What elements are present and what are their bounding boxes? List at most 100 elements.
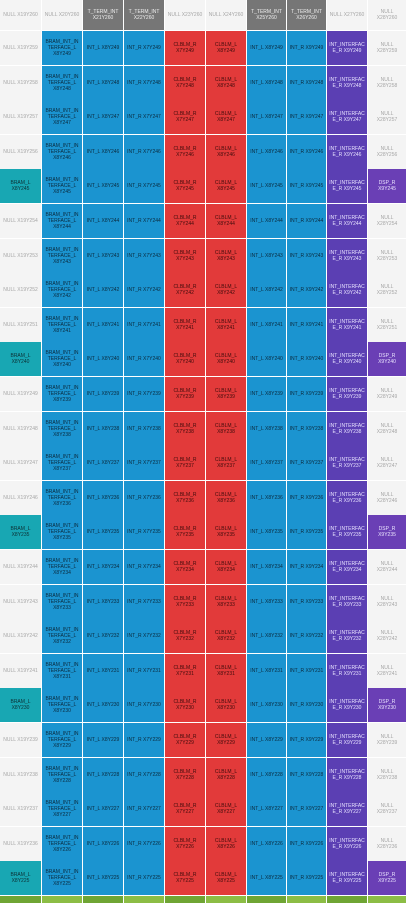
- tile-int-interface-r[interactable]: INT_INTERFACE_R X9Y247: [327, 100, 367, 134]
- tile-int-r[interactable]: INT_R X9Y231: [287, 654, 326, 688]
- tile-clblm-l[interactable]: CLBLM_L X8Y232: [206, 619, 246, 653]
- tile-int-interface-r[interactable]: INT_INTERFACE_R X9Y231: [327, 654, 367, 688]
- tile-int-l[interactable]: INT_L X8Y247: [83, 100, 123, 134]
- tile-bram-int-interface[interactable]: BRAM_INT_INTERFACE_L X8Y240: [42, 342, 82, 376]
- tile-clblm-r[interactable]: CLBLM_R X7Y248: [165, 66, 205, 100]
- tile-bram-int-interface[interactable]: BRAM_INT_INTERFACE_L X8Y235: [42, 515, 82, 549]
- tile-header-1[interactable]: NULL X20Y260: [42, 0, 82, 30]
- tile-int-r[interactable]: INT_R X9Y227: [287, 792, 326, 826]
- tile-clblm-r[interactable]: CLBLM_R X7Y226: [165, 827, 205, 861]
- tile-int-interface-r[interactable]: INT_INTERFACE_R X9Y242: [327, 273, 367, 307]
- tile-int-r[interactable]: INT_R X9Y241: [287, 308, 326, 342]
- tile-int-interface-r[interactable]: INT_INTERFACE_R X9Y248: [327, 66, 367, 100]
- tile-int-r[interactable]: INT_R X7Y226: [124, 827, 164, 861]
- tile-int-r[interactable]: INT_R X7Y234: [124, 550, 164, 584]
- tile-clblm-r[interactable]: CLBLM_R X7Y243: [165, 239, 205, 273]
- tile-int-l[interactable]: INT_L X8Y242: [247, 273, 286, 307]
- tile-int-interface-r[interactable]: INT_INTERFACE_R X9Y244: [327, 204, 367, 238]
- tile-int-l[interactable]: INT_L X8Y226: [83, 827, 123, 861]
- tile-int-interface-r[interactable]: INT_INTERFACE_R X9Y239: [327, 377, 367, 411]
- tile-int-l[interactable]: INT_L X8Y236: [83, 481, 123, 515]
- tile-bram-int-interface[interactable]: BRAM_INT_INTERFACE_L X8Y227: [42, 792, 82, 826]
- tile-int-r[interactable]: INT_R X7Y249: [124, 31, 164, 65]
- tile-bram-int-interface[interactable]: BRAM_INT_INTERFACE_L X8Y241: [42, 308, 82, 342]
- tile-int-l[interactable]: INT_L X8Y233: [83, 585, 123, 619]
- tile-int-r[interactable]: INT_R X7Y248: [124, 66, 164, 100]
- tile-int-r[interactable]: INT_R X7Y225: [124, 861, 164, 895]
- tile-int-interface-r[interactable]: INT_INTERFACE_R X9Y235: [327, 515, 367, 549]
- tile-int-r[interactable]: INT_R X9Y248: [287, 66, 326, 100]
- tile-clblm-r[interactable]: CLBLM_R X7Y234: [165, 550, 205, 584]
- tile-null-right[interactable]: NULL X28Y256: [368, 135, 406, 169]
- tile-bram-int-interface[interactable]: BRAM_INT_INTERFACE_L X8Y225: [42, 861, 82, 895]
- tile-int-r[interactable]: INT_R X7Y229: [124, 723, 164, 757]
- tile-int-l[interactable]: INT_L X8Y238: [247, 412, 286, 446]
- tile-bram-int-interface[interactable]: BRAM_INT_INTERFACE_L X8Y239: [42, 377, 82, 411]
- tile-null-right[interactable]: NULL X28Y257: [368, 100, 406, 134]
- tile-clblm-l[interactable]: CLBLM_L X8Y228: [206, 758, 246, 792]
- tile-bram-int-interface[interactable]: BRAM_INT_INTERFACE_L X8Y234: [42, 550, 82, 584]
- tile-clblm-r[interactable]: CLBLM_R X7Y232: [165, 619, 205, 653]
- tile-null-left[interactable]: NULL X19Y249: [0, 377, 41, 411]
- tile-null-left[interactable]: NULL X19Y256: [0, 135, 41, 169]
- tile-int-l[interactable]: INT_L X8Y241: [83, 308, 123, 342]
- tile-null-right[interactable]: NULL X28Y258: [368, 66, 406, 100]
- tile-int-r[interactable]: INT_R X9Y226: [287, 827, 326, 861]
- tile-int-l[interactable]: INT_L X8Y225: [83, 861, 123, 895]
- tile-int-r[interactable]: INT_R X7Y233: [124, 585, 164, 619]
- tile-int-r[interactable]: INT_R X9Y249: [287, 31, 326, 65]
- tile-null-left[interactable]: NULL X19Y236: [0, 827, 41, 861]
- tile-clblm-r[interactable]: CLBLM_R X7Y246: [165, 135, 205, 169]
- tile-clblm-r[interactable]: CLBLM_R X7Y230: [165, 688, 205, 722]
- tile-bram-int-interface[interactable]: BRAM_INT_INTERFACE_L X8Y229: [42, 723, 82, 757]
- tile-int-l[interactable]: INT_L X8Y232: [247, 619, 286, 653]
- tile-int-interface-r[interactable]: INT_INTERFACE_R X9Y236: [327, 481, 367, 515]
- tile-header-8[interactable]: NULL X27Y260: [327, 0, 367, 30]
- tile-int-l[interactable]: INT_L X8Y248: [247, 66, 286, 100]
- tile-null-right[interactable]: NULL X28Y251: [368, 308, 406, 342]
- tile-null-left[interactable]: NULL X19Y239: [0, 723, 41, 757]
- tile-int-l[interactable]: INT_L X8Y237: [83, 446, 123, 480]
- tile-null-left[interactable]: NULL X19Y247: [0, 446, 41, 480]
- tile-header-9[interactable]: NULL X28Y260: [368, 0, 406, 30]
- tile-int-l[interactable]: INT_L X8Y230: [83, 688, 123, 722]
- tile-null-right[interactable]: NULL X28Y259: [368, 31, 406, 65]
- tile-int-l[interactable]: INT_L X8Y244: [247, 204, 286, 238]
- tile-int-l[interactable]: INT_L X8Y229: [247, 723, 286, 757]
- tile-int-r[interactable]: INT_R X9Y225: [287, 861, 326, 895]
- tile-int-r[interactable]: INT_R X7Y232: [124, 619, 164, 653]
- tile-int-r[interactable]: INT_R X7Y241: [124, 308, 164, 342]
- tile-null-left[interactable]: NULL X19Y253: [0, 239, 41, 273]
- tile-int-l[interactable]: INT_L X8Y237: [247, 446, 286, 480]
- tile-clblm-l[interactable]: CLBLM_L X8Y229: [206, 723, 246, 757]
- tile-bram-int-interface[interactable]: BRAM_INT_INTERFACE_L X8Y246: [42, 135, 82, 169]
- tile-int-l[interactable]: INT_L X8Y230: [247, 688, 286, 722]
- tile-clblm-l[interactable]: CLBLM_L X8Y237: [206, 446, 246, 480]
- tile-int-interface-r[interactable]: INT_INTERFACE_R X9Y228: [327, 758, 367, 792]
- tile-header-0[interactable]: NULL X19Y260: [0, 0, 41, 30]
- tile-null-right[interactable]: NULL X28Y236: [368, 827, 406, 861]
- tile-int-interface-r[interactable]: INT_INTERFACE_R X9Y230: [327, 688, 367, 722]
- tile-clblm-l[interactable]: CLBLM_L X8Y226: [206, 827, 246, 861]
- tile-int-l[interactable]: INT_L X8Y242: [83, 273, 123, 307]
- tile-int-l[interactable]: INT_L X8Y245: [247, 169, 286, 203]
- tile-header-6[interactable]: T_TERM_INT X25Y260: [247, 0, 286, 30]
- tile-clblm-r[interactable]: CLBLM_R X7Y236: [165, 481, 205, 515]
- tile-int-r[interactable]: INT_R X9Y228: [287, 758, 326, 792]
- tile-null-right[interactable]: NULL X28Y242: [368, 619, 406, 653]
- tile-int-l[interactable]: INT_L X8Y245: [83, 169, 123, 203]
- tile-bram-int-interface[interactable]: BRAM_INT_INTERFACE_L X8Y230: [42, 688, 82, 722]
- tile-null-left[interactable]: NULL X19Y237: [0, 792, 41, 826]
- tile-header-3[interactable]: T_TERM_INT X22Y260: [124, 0, 164, 30]
- tile-bram-int-interface[interactable]: BRAM_INT_INTERFACE_L X8Y231: [42, 654, 82, 688]
- tile-int-r[interactable]: INT_R X7Y236: [124, 481, 164, 515]
- tile-null-left[interactable]: NULL X19Y238: [0, 758, 41, 792]
- tile-null-right[interactable]: NULL X28Y243: [368, 585, 406, 619]
- tile-bram-int-interface[interactable]: BRAM_INT_INTERFACE_L X8Y244: [42, 204, 82, 238]
- tile-int-r[interactable]: INT_R X9Y246: [287, 135, 326, 169]
- tile-int-l[interactable]: INT_L X8Y249: [83, 31, 123, 65]
- tile-null-left[interactable]: NULL X19Y243: [0, 585, 41, 619]
- tile-bram-l[interactable]: BRAM_L X8Y240: [0, 342, 41, 376]
- tile-clblm-r[interactable]: CLBLM_R X7Y239: [165, 377, 205, 411]
- tile-null-left[interactable]: NULL X19Y258: [0, 66, 41, 100]
